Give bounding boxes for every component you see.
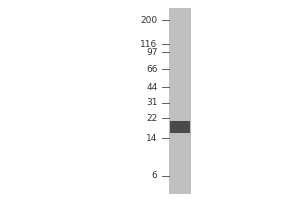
Text: 200: 200 <box>140 16 158 25</box>
Text: 14: 14 <box>146 134 158 143</box>
Text: 6: 6 <box>152 171 158 180</box>
Text: 97: 97 <box>146 48 158 57</box>
Text: 66: 66 <box>146 65 158 74</box>
Text: 116: 116 <box>140 40 158 49</box>
Text: 22: 22 <box>146 114 158 123</box>
Text: 31: 31 <box>146 98 158 107</box>
Text: 44: 44 <box>146 83 158 92</box>
Bar <box>169 8 190 194</box>
Bar <box>170 121 190 133</box>
Text: kDa: kDa <box>139 0 159 1</box>
